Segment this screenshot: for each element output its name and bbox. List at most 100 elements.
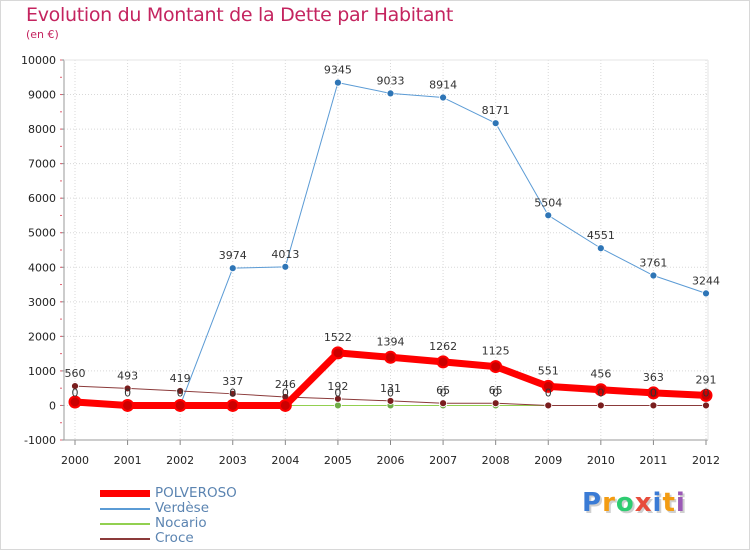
data-label-polveroso: 551 bbox=[538, 364, 559, 377]
data-label-nocario: 0 bbox=[545, 386, 552, 399]
data-label-verdese: 3244 bbox=[692, 274, 720, 287]
legend-swatch-croce bbox=[100, 538, 150, 540]
x-tick-label: 2003 bbox=[219, 454, 247, 467]
data-point-polveroso bbox=[226, 398, 240, 412]
data-label-polveroso: 1262 bbox=[429, 340, 457, 353]
legend-item-verdese[interactable]: Verdèse bbox=[100, 501, 300, 516]
logo-letter: i bbox=[675, 488, 686, 518]
data-label-verdese: 9345 bbox=[324, 64, 352, 77]
legend-swatch-verdese bbox=[100, 508, 150, 510]
y-tick-label: 1000 bbox=[28, 365, 56, 378]
logo-letter: P bbox=[582, 488, 603, 518]
data-label-croce: 65 bbox=[436, 384, 450, 397]
data-point-croce bbox=[228, 389, 237, 398]
data-label-croce: 65 bbox=[489, 384, 503, 397]
data-point-polveroso bbox=[384, 350, 397, 364]
data-label-croce: 560 bbox=[65, 367, 86, 380]
legend-label-nocario: Nocario bbox=[155, 515, 207, 531]
data-point-croce bbox=[176, 387, 185, 395]
data-point-verdese bbox=[544, 211, 553, 220]
data-label-verdese: 5504 bbox=[534, 196, 562, 209]
data-point-croce bbox=[334, 394, 342, 403]
data-point-polveroso bbox=[121, 398, 135, 412]
x-tick-label: 2007 bbox=[429, 454, 457, 467]
data-point-verdese bbox=[649, 271, 658, 280]
data-point-croce bbox=[491, 399, 500, 408]
chart-legend: POLVEROSO Verdèse Nocario Croce bbox=[100, 486, 300, 546]
data-point-croce bbox=[71, 382, 79, 391]
data-point-nocario bbox=[334, 401, 342, 410]
data-point-verdese bbox=[439, 93, 447, 102]
legend-swatch-polveroso bbox=[100, 490, 150, 497]
data-point-verdese bbox=[702, 289, 710, 298]
logo-letter: x bbox=[634, 488, 653, 518]
data-label-nocario: 0 bbox=[387, 386, 394, 399]
data-label-polveroso: 456 bbox=[590, 368, 611, 381]
legend-label-verdese: Verdèse bbox=[155, 500, 210, 516]
data-label-croce: 246 bbox=[275, 378, 296, 391]
data-label-verdese: 4013 bbox=[271, 248, 299, 261]
data-label-nocario: 0 bbox=[440, 386, 447, 399]
data-label-verdese: 4551 bbox=[587, 229, 615, 242]
data-label-nocario: 0 bbox=[124, 386, 131, 399]
data-label-croce: 419 bbox=[170, 372, 191, 385]
data-label-polveroso: 363 bbox=[643, 371, 664, 384]
x-tick-label: 2002 bbox=[166, 454, 194, 467]
legend-swatch-nocario bbox=[100, 523, 150, 525]
data-point-verdese bbox=[491, 119, 500, 128]
logo-shadow: Proxiti bbox=[584, 490, 688, 520]
data-point-croce bbox=[596, 401, 605, 410]
data-point-polveroso bbox=[489, 360, 503, 374]
x-tick-label: 2012 bbox=[692, 454, 720, 467]
x-tick-label: 2004 bbox=[271, 454, 299, 467]
data-label-croce: 131 bbox=[380, 382, 401, 395]
data-point-polveroso bbox=[68, 395, 82, 409]
legend-item-polveroso[interactable]: POLVEROSO bbox=[100, 486, 300, 501]
data-label-nocario: 0 bbox=[229, 386, 236, 399]
data-point-verdese bbox=[281, 262, 290, 271]
data-point-polveroso bbox=[278, 398, 292, 412]
x-tick-label: 2009 bbox=[534, 454, 562, 467]
data-point-croce bbox=[386, 397, 395, 405]
data-point-verdese bbox=[596, 244, 605, 253]
data-label-nocario: 0 bbox=[72, 386, 79, 399]
x-tick-label: 2008 bbox=[482, 454, 510, 467]
data-point-polveroso bbox=[436, 355, 450, 369]
y-tick-label: 5000 bbox=[28, 227, 56, 240]
data-point-croce bbox=[439, 399, 447, 408]
logo-letter: t bbox=[662, 488, 676, 518]
data-point-croce bbox=[649, 401, 658, 410]
y-tick-label: 2000 bbox=[28, 330, 56, 343]
data-label-verdese: 8171 bbox=[482, 104, 510, 117]
logo-letter: o bbox=[615, 488, 635, 518]
x-tick-label: 2010 bbox=[587, 454, 615, 467]
y-tick-label: 8000 bbox=[28, 123, 56, 136]
chart-title: Evolution du Montant de la Dette par Hab… bbox=[26, 4, 454, 26]
y-tick-label: 3000 bbox=[28, 296, 56, 309]
logo-letter: r bbox=[602, 488, 616, 518]
data-label-verdese: 8914 bbox=[429, 79, 457, 92]
data-point-polveroso bbox=[594, 383, 608, 397]
data-point-verdese bbox=[228, 264, 237, 273]
data-point-croce bbox=[544, 401, 553, 410]
chart-subtitle: (en €) bbox=[26, 28, 59, 41]
x-tick-label: 2006 bbox=[377, 454, 405, 467]
logo-letter: i bbox=[652, 488, 663, 518]
data-point-verdese bbox=[386, 89, 395, 98]
y-tick-label: 9000 bbox=[28, 89, 56, 102]
data-point-polveroso bbox=[331, 346, 345, 360]
data-label-croce: 192 bbox=[327, 380, 348, 393]
data-point-polveroso bbox=[173, 398, 187, 412]
data-label-polveroso: 1394 bbox=[377, 335, 405, 348]
legend-label-polveroso: POLVEROSO bbox=[155, 485, 237, 501]
data-label-polveroso: 1125 bbox=[482, 345, 510, 358]
legend-item-croce[interactable]: Croce bbox=[100, 531, 300, 546]
x-tick-label: 2000 bbox=[61, 454, 89, 467]
y-tick-label: 10000 bbox=[21, 54, 56, 67]
y-tick-label: -1000 bbox=[24, 434, 56, 447]
y-tick-label: 7000 bbox=[28, 158, 56, 171]
data-point-croce bbox=[123, 384, 132, 393]
data-label-polveroso: 291 bbox=[696, 373, 717, 386]
legend-item-nocario[interactable]: Nocario bbox=[100, 516, 300, 531]
